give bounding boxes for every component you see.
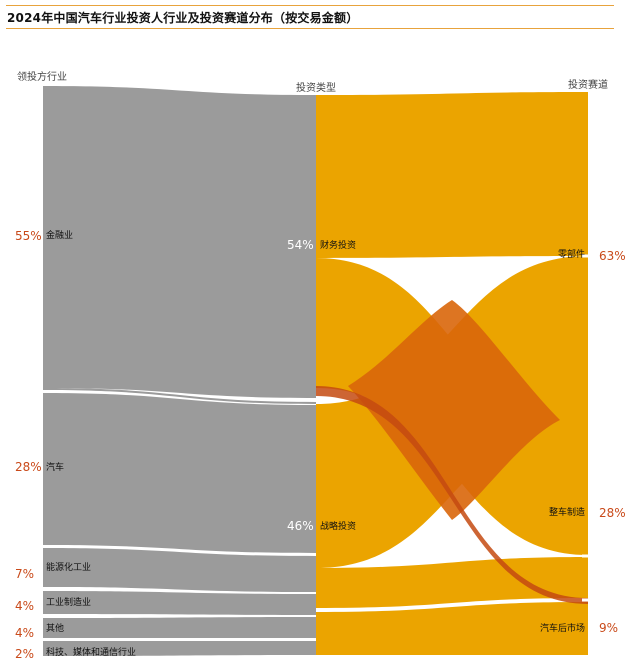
- percent-parts: 63%: [599, 249, 626, 263]
- node-separators: [316, 254, 588, 602]
- title-bottom-rule: [6, 28, 614, 29]
- node-label-industrial: 工业制造业: [46, 596, 91, 608]
- percent-strategic-investment: 46%: [287, 519, 314, 533]
- percent-finance: 55%: [15, 229, 42, 243]
- percent-aftermarket: 9%: [599, 621, 618, 635]
- node-label-aftermarket: 汽车后市场: [540, 622, 585, 634]
- flow-industrial-to-strategic: [43, 591, 316, 615]
- left-nodes: 金融业 汽车 能源化工业 工业制造业 其他 科技、媒体和通信行业: [46, 229, 136, 658]
- node-label-finance: 金融业: [46, 229, 73, 241]
- node-label-strategic-investment: 战略投资: [320, 520, 356, 532]
- page-title: 2024年中国汽车行业投资人行业及投资赛道分布（按交易金额）: [7, 11, 359, 25]
- flow-finance-to-financial: [43, 86, 316, 398]
- node-label-tmt: 科技、媒体和通信行业: [46, 646, 136, 658]
- flow-tmt-to-strategic: [43, 641, 316, 656]
- flow-other-to-strategic: [43, 617, 316, 638]
- percent-tmt: 2%: [15, 647, 34, 661]
- node-label-auto: 汽车: [46, 461, 64, 473]
- flow-financial-to-aftermarket: [316, 386, 588, 604]
- flow-finance-to-strategic: [43, 388, 316, 404]
- flow-strategic-to-aftermarket: [316, 602, 588, 655]
- percent-auto: 28%: [15, 460, 42, 474]
- node-label-other: 其他: [46, 622, 64, 634]
- flow-auto-to-strategic: [43, 393, 316, 553]
- left-percents: 55% 28% 7% 4% 4% 2%: [15, 229, 42, 661]
- flow-strategic-to-vehicle: [316, 557, 588, 608]
- column-heading-right: 投资赛道: [568, 78, 608, 91]
- column-heading-left: 领投方行业: [17, 70, 67, 83]
- column-heading-middle: 投资类型: [296, 81, 336, 94]
- node-label-parts: 零部件: [558, 248, 585, 260]
- percent-industrial: 4%: [15, 599, 34, 613]
- middle-nodes: 54% 财务投资 46% 战略投资: [287, 238, 356, 533]
- stage1-flows: [43, 86, 316, 656]
- stage2-flows: [316, 92, 588, 655]
- percent-vehicle: 28%: [599, 506, 626, 520]
- node-label-financial-investment: 财务投资: [320, 239, 356, 251]
- title-top-rule: [6, 5, 614, 6]
- percent-energy: 7%: [15, 567, 34, 581]
- percent-other: 4%: [15, 626, 34, 640]
- percent-financial-investment: 54%: [287, 238, 314, 252]
- right-nodes: 零部件 63% 整车制造 28% 汽车后市场 9%: [540, 248, 626, 635]
- flow-financial-to-parts: [316, 92, 588, 258]
- flow-energy-to-strategic: [43, 548, 316, 592]
- node-label-energy: 能源化工业: [46, 561, 91, 573]
- flow-crossing-overlap: [348, 300, 560, 520]
- node-label-vehicle: 整车制造: [549, 506, 585, 518]
